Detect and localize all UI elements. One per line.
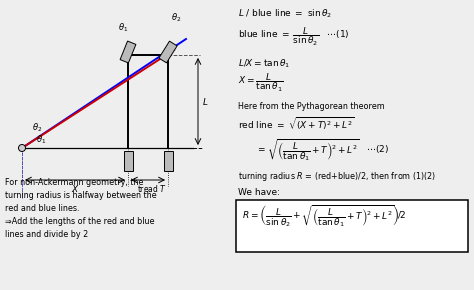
Text: ⇒Add the lengths of the red and blue: ⇒Add the lengths of the red and blue [5, 217, 155, 226]
Polygon shape [159, 41, 177, 63]
Text: $\theta_2$: $\theta_2$ [171, 11, 181, 23]
Circle shape [18, 144, 26, 151]
Text: $\theta_2$: $\theta_2$ [32, 121, 42, 133]
Text: $L$: $L$ [202, 96, 209, 107]
Bar [124, 151, 133, 171]
Text: $=\sqrt{\left(\dfrac{L}{\tan\theta_1}+T\right)^{\!2}+L^2}$   $\cdots$(2): $=\sqrt{\left(\dfrac{L}{\tan\theta_1}+T\… [256, 138, 389, 164]
Text: $R=\left(\dfrac{L}{\sin\theta_2}+\sqrt{\left(\dfrac{L}{\tan\theta_1}+T\right)^{\: $R=\left(\dfrac{L}{\sin\theta_2}+\sqrt{\… [242, 204, 407, 230]
Text: $L$ / blue line $=$ $\sin\theta_2$: $L$ / blue line $=$ $\sin\theta_2$ [238, 8, 332, 21]
Text: tread $T$: tread $T$ [137, 184, 167, 195]
Text: turning radius $R$ = (red+blue)/2, then from (1)(2): turning radius $R$ = (red+blue)/2, then … [238, 170, 436, 183]
Text: For non-Ackermann geometry, the: For non-Ackermann geometry, the [5, 178, 143, 187]
Text: $\theta_1$: $\theta_1$ [36, 133, 46, 146]
Text: Here from the Pythagorean theorem: Here from the Pythagorean theorem [238, 102, 385, 111]
Text: $X = \dfrac{L}{\tan\theta_1}$: $X = \dfrac{L}{\tan\theta_1}$ [238, 72, 283, 94]
Text: red line $=\;\sqrt{(X+T)^2+L^2}$: red line $=\;\sqrt{(X+T)^2+L^2}$ [238, 116, 355, 133]
Text: $\theta_1$: $\theta_1$ [118, 22, 128, 35]
Text: $X$: $X$ [71, 184, 80, 195]
Text: red and blue lines.: red and blue lines. [5, 204, 80, 213]
Bar [164, 151, 173, 171]
Text: blue line $=\;\dfrac{L}{\sin\theta_2}$   $\cdots$(1): blue line $=\;\dfrac{L}{\sin\theta_2}$ $… [238, 26, 350, 48]
Bar [236, 200, 468, 252]
Text: $L/X = \tan\theta_1$: $L/X = \tan\theta_1$ [238, 58, 291, 70]
Text: We have:: We have: [238, 188, 280, 197]
Text: turning radius is halfway between the: turning radius is halfway between the [5, 191, 156, 200]
Text: lines and divide by 2: lines and divide by 2 [5, 230, 88, 239]
Polygon shape [120, 41, 136, 63]
